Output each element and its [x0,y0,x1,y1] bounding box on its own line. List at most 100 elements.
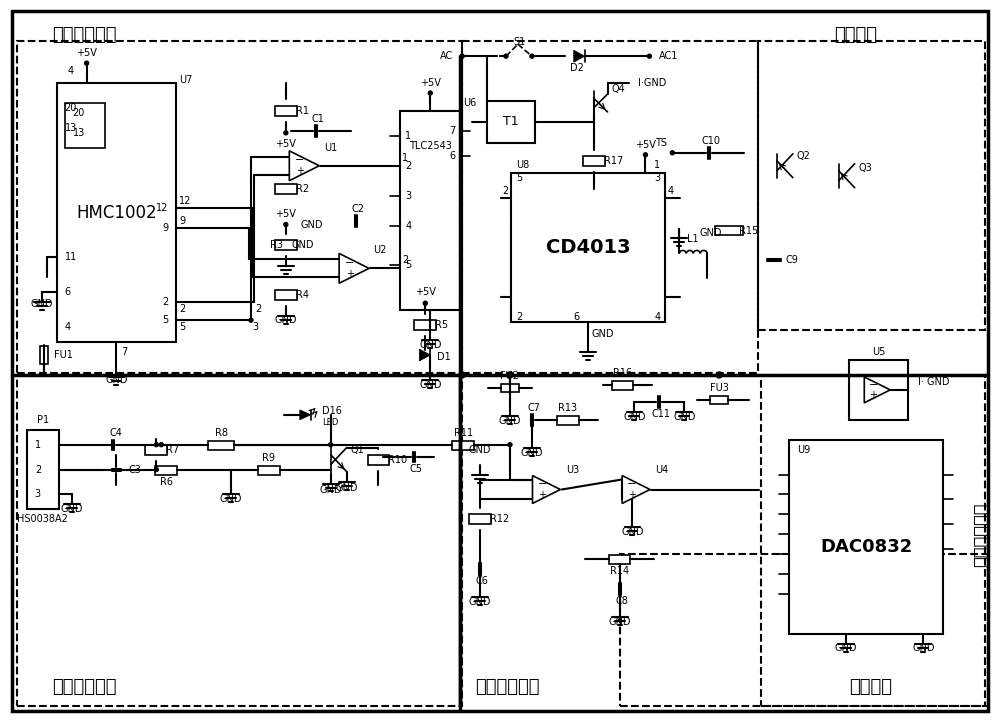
Text: 6: 6 [449,151,455,161]
Text: GND: GND [608,617,631,627]
Text: 红外传感模块: 红外传感模块 [52,678,116,696]
Text: U6: U6 [463,98,476,108]
Bar [275,290,297,300]
Text: C6: C6 [476,576,489,586]
Text: 9: 9 [162,222,168,232]
Text: 2: 2 [255,304,261,314]
Circle shape [716,372,722,378]
Circle shape [459,372,465,378]
Text: GND: GND [419,340,442,350]
Text: S1: S1 [514,38,526,47]
Circle shape [154,468,158,471]
Text: +: + [346,269,354,279]
Text: 3: 3 [252,322,258,332]
Text: +5V: +5V [275,139,296,149]
Text: 11: 11 [65,253,77,262]
Text: C4: C4 [109,427,122,438]
Text: T1: T1 [503,116,519,129]
Circle shape [249,318,253,322]
Text: R10: R10 [388,455,408,465]
Bar [487,101,535,143]
Text: D2: D2 [570,63,584,73]
Text: −: − [538,479,547,490]
Text: GND: GND [275,316,297,325]
Bar [789,440,943,634]
Bar [620,554,988,705]
Bar [501,384,519,392]
Circle shape [284,222,288,227]
Polygon shape [419,349,430,361]
Text: 7: 7 [449,126,455,136]
Text: GND: GND [301,219,323,230]
Text: R3: R3 [270,240,283,251]
Text: GND: GND [673,412,696,422]
Text: U7: U7 [179,75,193,85]
Text: HS0038A2: HS0038A2 [17,514,68,524]
Bar [65,103,105,148]
Text: U5: U5 [872,347,885,357]
Polygon shape [574,51,585,62]
Text: R16: R16 [613,368,632,378]
Text: GND: GND [912,643,935,653]
Text: I·GND: I·GND [638,78,667,88]
Text: U9: U9 [797,445,810,455]
Text: Q1: Q1 [351,445,364,455]
Bar [583,156,605,166]
Text: C7: C7 [527,403,540,413]
Circle shape [460,54,464,58]
Text: 4: 4 [654,312,660,322]
Text: D16: D16 [322,406,342,416]
Text: C5: C5 [410,464,423,474]
Text: +: + [869,390,877,399]
Text: −: − [627,479,637,490]
Bar [400,111,460,310]
Text: TLC2543: TLC2543 [409,141,452,151]
Text: 13: 13 [65,123,77,133]
Text: 20: 20 [65,103,77,113]
Text: GND: GND [623,412,646,422]
Text: R4: R4 [296,290,309,300]
Text: +5V: +5V [275,209,296,219]
Bar [715,225,743,235]
Text: R5: R5 [435,320,448,330]
Text: GND: GND [31,299,53,309]
Text: U1: U1 [324,143,337,153]
Text: 4: 4 [667,186,673,196]
Text: 3: 3 [35,490,41,500]
Text: HMC1002: HMC1002 [76,204,157,222]
Text: 1: 1 [654,160,660,170]
Text: DAC0832: DAC0832 [820,538,912,556]
Bar [511,173,665,322]
Text: C3: C3 [128,464,141,474]
Text: GND: GND [621,527,644,537]
Bar [414,320,436,330]
Text: 1: 1 [402,153,409,162]
Text: GND: GND [699,228,722,238]
Text: I· GND: I· GND [918,377,950,387]
Bar [57,83,176,342]
Text: 2: 2 [35,464,41,474]
Text: R2: R2 [296,183,309,193]
Text: 20: 20 [73,108,85,118]
Circle shape [284,131,288,135]
Bar [462,41,758,373]
Text: U3: U3 [566,464,579,474]
Text: GND: GND [335,482,358,492]
Text: 2: 2 [402,256,409,266]
Bar [452,440,474,450]
Text: P1: P1 [37,414,49,425]
Text: GND: GND [105,375,128,385]
Text: 5: 5 [405,261,412,270]
Text: AC: AC [440,51,453,61]
Text: 数模转换: 数模转换 [849,678,892,696]
Text: −: − [345,258,354,268]
Text: 9: 9 [179,216,185,225]
Text: 6: 6 [65,287,71,297]
Bar [710,396,728,404]
Text: Q3: Q3 [859,162,872,173]
Text: GND: GND [499,416,521,426]
Bar [155,466,177,474]
Text: C1: C1 [311,114,324,124]
Text: GND: GND [521,448,543,458]
Text: 12: 12 [179,196,192,206]
